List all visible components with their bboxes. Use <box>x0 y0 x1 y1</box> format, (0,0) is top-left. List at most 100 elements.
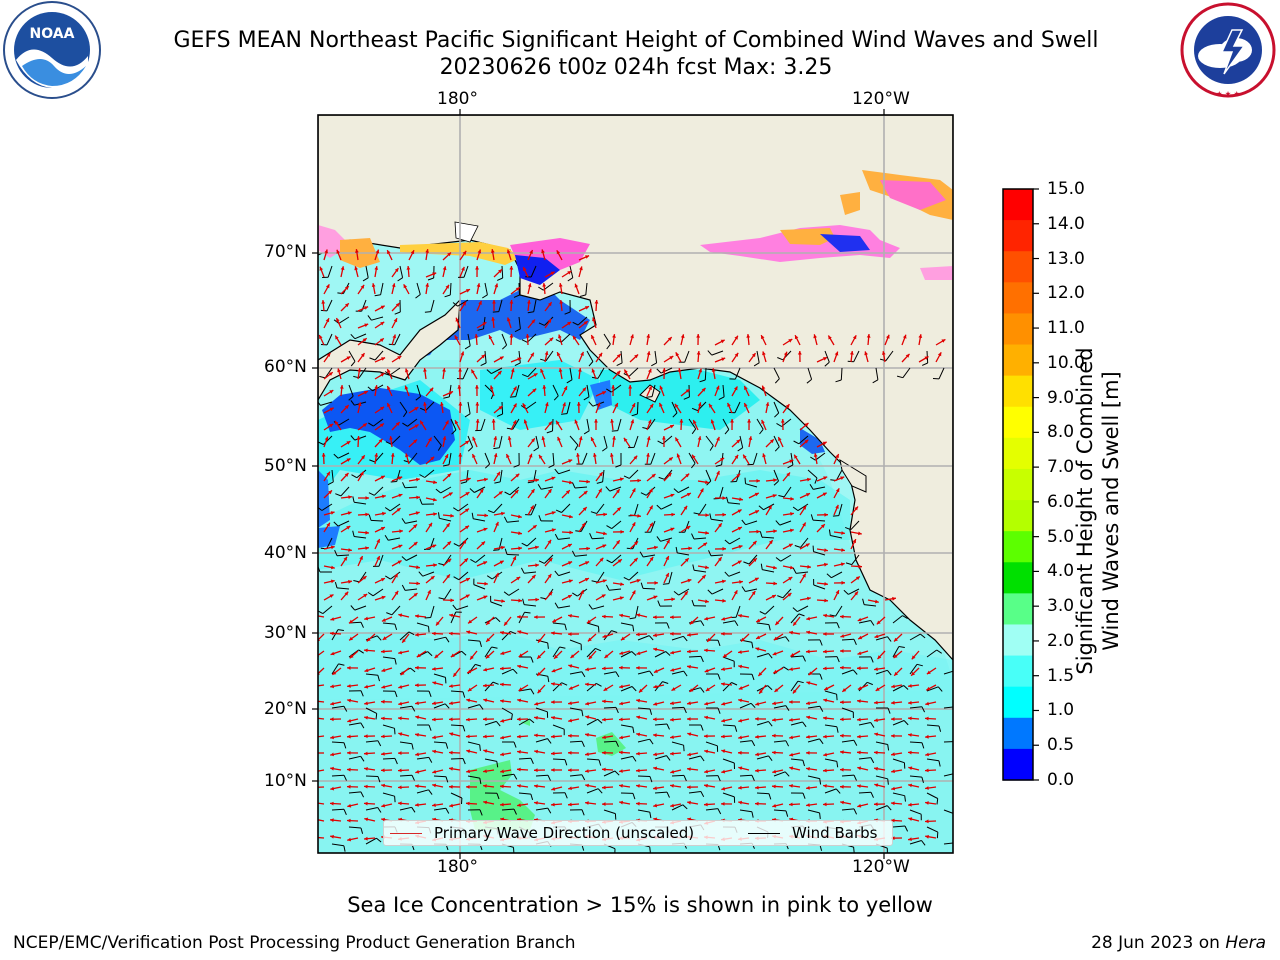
wind-barb-staff <box>745 520 758 526</box>
wind-barb-feather <box>903 685 909 690</box>
wave-direction-arrowhead <box>925 786 929 790</box>
wind-barb-staff <box>484 646 493 658</box>
wind-barb-feather <box>496 721 501 727</box>
wind-barb-feather <box>700 755 705 762</box>
wave-direction-arrowhead <box>773 529 777 534</box>
wave-direction-arrowhead <box>636 698 640 703</box>
wave-direction-arrowhead <box>512 420 517 425</box>
wind-barb-staff <box>926 792 938 799</box>
wave-direction-arrowhead <box>628 385 633 389</box>
colorbar <box>1002 188 1039 781</box>
wave-direction-arrowhead <box>465 578 470 582</box>
wind-barb-feather <box>501 344 507 350</box>
wave-direction-arrowhead <box>789 700 793 704</box>
wind-barb-staff <box>875 669 888 675</box>
wave-direction-arrowhead <box>483 698 488 703</box>
wind-barb-feather <box>561 682 568 686</box>
wave-direction-arrowhead <box>675 437 679 442</box>
wave-direction-arrowhead <box>344 405 349 409</box>
wind-barb-staff <box>762 569 775 573</box>
wave-direction-arrowhead <box>704 802 708 807</box>
wave-direction-arrowhead <box>398 650 403 655</box>
wind-barb-staff <box>909 775 922 778</box>
wave-direction-arrowhead <box>330 545 335 550</box>
wind-barb-staff <box>620 622 633 626</box>
wind-barb-staff <box>728 571 741 577</box>
wind-barb-staff <box>569 367 573 380</box>
wave-direction-arrowhead <box>648 368 652 373</box>
wave-direction-arrowhead <box>458 368 462 372</box>
wind-barb-feather <box>938 725 942 732</box>
wind-barb-staff <box>430 299 435 312</box>
wave-direction-arrowhead <box>518 546 522 551</box>
wave-direction-arrowhead <box>689 620 694 625</box>
wave-direction-arrowhead <box>551 668 556 673</box>
wave-direction-arrowhead <box>467 687 472 692</box>
wind-barb-feather <box>451 429 457 435</box>
wave-direction-arrowhead <box>432 701 436 706</box>
wind-barb-staff <box>450 611 457 624</box>
wave-direction-arrowhead <box>449 750 453 755</box>
wave-direction-arrowhead <box>721 579 726 584</box>
wind-barb-feather <box>751 740 756 747</box>
wave-direction-arrowhead <box>709 403 713 408</box>
wave-direction-arrowhead <box>364 701 368 706</box>
wind-barb-staff <box>498 435 503 448</box>
wave-direction-arrowhead <box>908 750 912 755</box>
wave-direction-arrowhead <box>374 453 379 457</box>
wave-direction-arrowhead <box>414 407 419 411</box>
wave-direction-arrowhead <box>321 453 326 457</box>
wind-barb-feather <box>887 636 892 642</box>
wave-direction-arrowhead <box>449 613 454 618</box>
wind-barb-feather <box>798 613 805 617</box>
wave-direction-arrowhead <box>381 699 385 704</box>
wave-direction-arrowhead <box>585 667 589 672</box>
wind-barb-feather <box>343 845 346 852</box>
wind-barb-feather <box>768 793 772 800</box>
wind-barb-feather <box>810 456 816 461</box>
wave-direction-arrowhead <box>518 514 522 519</box>
wave-direction-arrowhead <box>466 769 470 774</box>
wave-direction-arrowhead <box>330 786 335 791</box>
wave-direction-arrowhead <box>662 368 667 372</box>
wind-barb-feather <box>814 477 818 484</box>
wind-barb-staff <box>722 620 735 624</box>
wave-direction-arrowhead <box>875 599 879 604</box>
wave-direction-arrowhead <box>551 734 555 739</box>
wave-direction-arrowhead <box>364 836 368 841</box>
wave-direction-arrowhead <box>806 786 810 790</box>
wind-barb-feather <box>360 791 365 798</box>
wind-barb-staff <box>671 706 685 709</box>
wave-direction-arrowhead <box>602 579 607 583</box>
wind-barb-staff <box>484 720 497 726</box>
wind-barb-feather <box>418 571 424 577</box>
wind-barb-feather <box>588 361 594 367</box>
wave-direction-arrowhead <box>567 543 572 548</box>
wind-barb-staff <box>909 706 922 709</box>
wind-barb-feather <box>845 562 852 566</box>
wind-barb-feather <box>462 758 466 765</box>
wave-direction-arrowhead <box>857 750 861 755</box>
wave-direction-arrowhead <box>802 522 806 527</box>
wave-direction-arrowhead <box>583 321 588 325</box>
wind-barb-feather <box>588 604 593 610</box>
wave-direction-arrowhead <box>347 837 352 842</box>
wave-direction-arrowhead <box>687 767 691 771</box>
wave-direction-arrowhead <box>894 637 898 642</box>
wave-direction-arrowhead <box>556 420 560 425</box>
wind-barb-feather <box>477 328 484 331</box>
wave-direction-arrowhead <box>840 800 844 805</box>
wind-barb-feather <box>377 807 382 813</box>
wind-barb-staff <box>380 282 384 295</box>
wave-direction-arrowhead <box>747 419 751 423</box>
wind-barb-staff <box>535 639 548 644</box>
wave-direction-arrowhead <box>686 526 691 530</box>
wave-direction-arrowhead <box>653 733 657 738</box>
wave-direction-arrowhead <box>483 769 487 773</box>
wave-direction-arrowhead <box>398 476 403 480</box>
wave-direction-arrowhead <box>475 402 480 406</box>
wind-barb-staff <box>830 535 843 539</box>
wave-direction-arrowhead <box>415 733 419 737</box>
wave-direction-arrowhead <box>908 684 912 688</box>
wind-barb-staff <box>620 755 633 760</box>
